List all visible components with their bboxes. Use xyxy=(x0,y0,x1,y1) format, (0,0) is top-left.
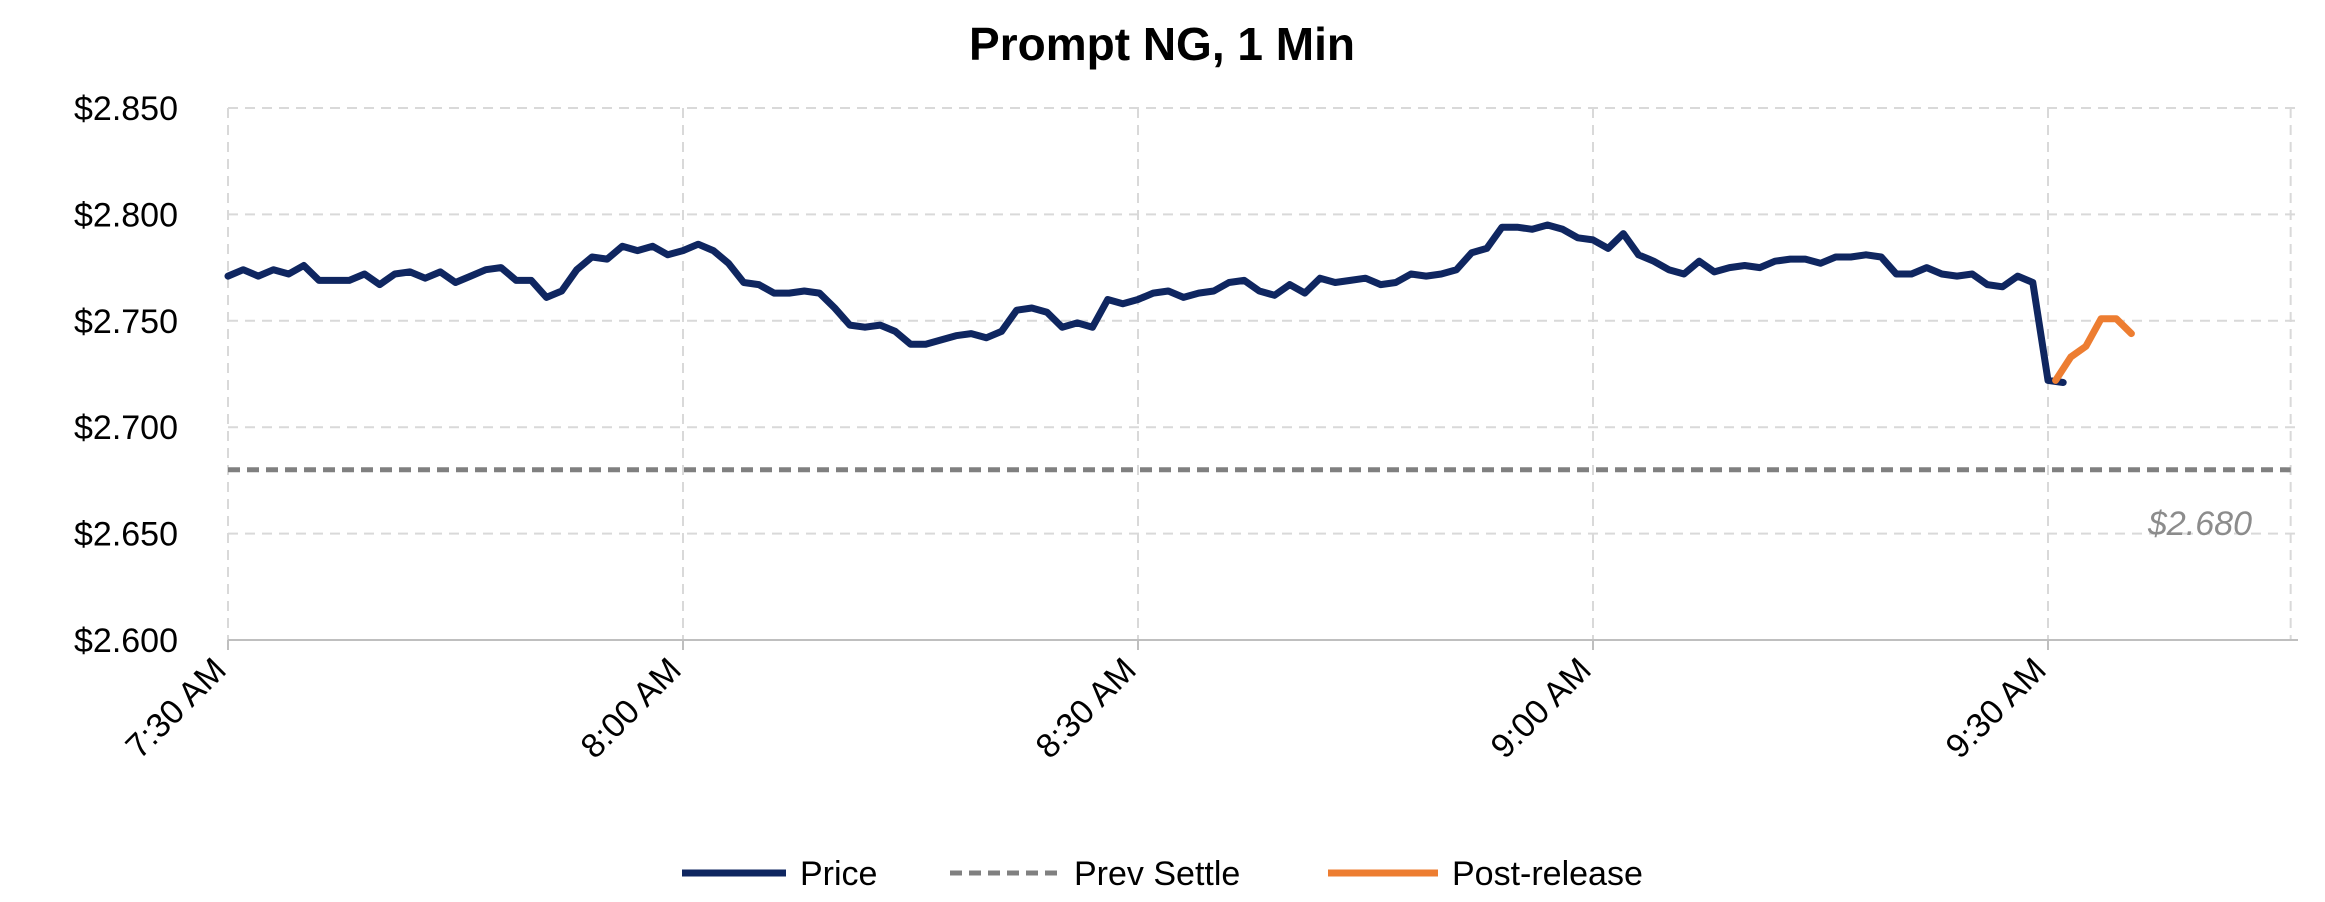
y-tick-label: $2.850 xyxy=(74,90,178,128)
y-tick-label: $2.800 xyxy=(74,196,178,234)
chart-title: Prompt NG, 1 Min xyxy=(969,18,1355,70)
grid-lines xyxy=(227,107,2298,640)
legend: Price Prev Settle Post-release xyxy=(682,855,1643,893)
x-axis-tick-labels: 7:30 AM 8:00 AM 8:30 AM 9:00 AM 9:30 AM xyxy=(119,651,2054,766)
legend-label-price: Price xyxy=(800,855,877,893)
x-tick-label: 8:00 AM xyxy=(574,651,689,766)
y-axis-tick-labels: $2.600 $2.650 $2.700 $2.750 $2.800 $2.850 xyxy=(74,90,178,660)
post-release-line xyxy=(2052,315,2135,384)
price-line xyxy=(224,221,2067,386)
axes xyxy=(227,639,2298,650)
y-tick-label: $2.600 xyxy=(74,622,178,660)
x-tick-label: 9:00 AM xyxy=(1484,651,1599,766)
y-tick-label: $2.700 xyxy=(74,409,178,447)
y-tick-label: $2.750 xyxy=(74,303,178,341)
legend-label-prev-settle: Prev Settle xyxy=(1074,855,1240,893)
series-lines xyxy=(224,221,2291,473)
x-tick-label: 8:30 AM xyxy=(1029,651,1144,766)
x-tick-label: 7:30 AM xyxy=(119,651,234,766)
y-tick-label: $2.650 xyxy=(74,516,178,554)
prev-settle-annotation: $2.680 xyxy=(2147,505,2252,543)
x-tick-label: 9:30 AM xyxy=(1939,651,2054,766)
legend-label-post-release: Post-release xyxy=(1452,855,1643,893)
